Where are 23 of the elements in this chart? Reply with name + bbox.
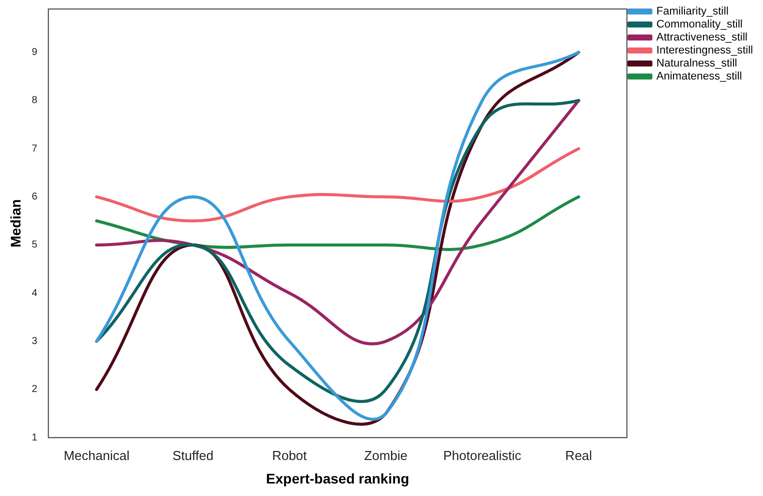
- legend-label: Animateness_still: [656, 70, 742, 83]
- legend-label: Naturalness_still: [656, 58, 738, 70]
- legend-label: Interestingness_still: [656, 44, 754, 57]
- x-tick-label: Photorealistic: [443, 448, 522, 463]
- legend-label: Attractiveness_still: [656, 32, 748, 44]
- y-tick-label: 1: [32, 432, 38, 444]
- y-axis-title: Median: [7, 199, 24, 248]
- y-tick-label: 9: [32, 47, 38, 58]
- y-tick-label: 6: [32, 192, 38, 203]
- legend-label: Commonality_still: [656, 18, 743, 31]
- y-tick-label: 2: [32, 384, 38, 396]
- y-tick-label: 8: [32, 95, 38, 106]
- x-tick-label: Stuffed: [172, 448, 214, 463]
- y-tick-label: 7: [32, 143, 38, 154]
- y-tick-label: 4: [32, 288, 38, 299]
- x-tick-label: Robot: [272, 448, 308, 463]
- x-tick-label: Zombie: [364, 448, 408, 463]
- y-tick-label: 5: [32, 240, 38, 251]
- legend-label: Familiarity_still: [656, 6, 729, 18]
- x-tick-label: Real: [565, 448, 592, 463]
- y-tick-label: 3: [32, 336, 38, 348]
- x-tick-label: Mechanical: [64, 448, 130, 463]
- x-axis-title: Expert-based ranking: [266, 470, 410, 486]
